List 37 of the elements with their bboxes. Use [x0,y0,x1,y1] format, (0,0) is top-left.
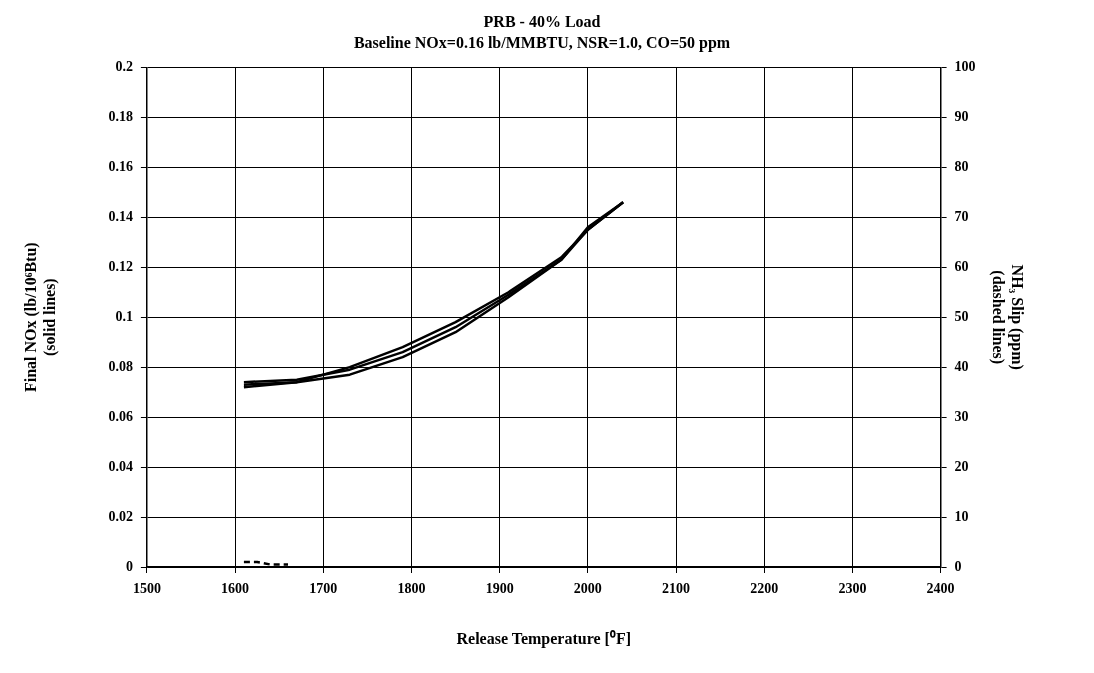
y2-tick-label: 30 [954,408,969,424]
x-tick-label: 2200 [750,581,779,597]
y-tick-label: 0.08 [108,358,133,374]
x-tick-label: 1900 [485,581,514,597]
x-axis-title: Release Temperature [⁰F] [456,629,632,648]
x-tick-label: 2100 [662,581,691,597]
y2-tick-label: 80 [954,158,969,174]
x-tick-label: 1700 [309,581,338,597]
x-tick-label: 1800 [397,581,426,597]
x-tick-label: 1600 [221,581,250,597]
y2-tick-label: 40 [954,358,969,374]
y2-tick-label: 70 [954,208,969,224]
chart-title: PRB - 40% Load [483,12,601,30]
y2-tick-label: 0 [954,558,962,574]
y2-tick-label: 50 [954,308,969,324]
chart-subtitle: Baseline NOx=0.16 lb/MMBTU, NSR=1.0, CO=50 ppm [353,33,731,52]
y2-tick-label: 100 [954,59,976,75]
y-tick-label: 0.04 [108,458,133,474]
y2-tick-label: 90 [954,108,969,124]
x-tick-label: 2400 [926,581,955,597]
x-tick-label: 2000 [573,581,602,597]
y-tick-label: 0.06 [108,408,133,424]
y-tick-label: 0.16 [108,158,133,174]
y-tick-label: 0.14 [108,208,133,224]
y2-tick-label: 60 [954,258,969,274]
y-tick-label: 0.18 [108,108,133,124]
y2-axis-title: NH₃ Slip (ppm) (dashed lines) [989,264,1027,370]
x-tick-label: 1500 [132,581,161,597]
y-axis-title: Final NOx (lb/10⁶Btu) (solid lines) [21,242,59,393]
y2-tick-label: 20 [954,458,969,474]
y-tick-label: 0.1 [115,308,133,324]
y-tick-label: 0.12 [108,258,133,274]
y2-tick-label: 10 [954,508,969,524]
x-tick-label: 2300 [838,581,867,597]
y-tick-label: 0.02 [108,508,133,524]
y-tick-label: 0.2 [115,59,133,75]
y-tick-label: 0 [125,558,133,574]
